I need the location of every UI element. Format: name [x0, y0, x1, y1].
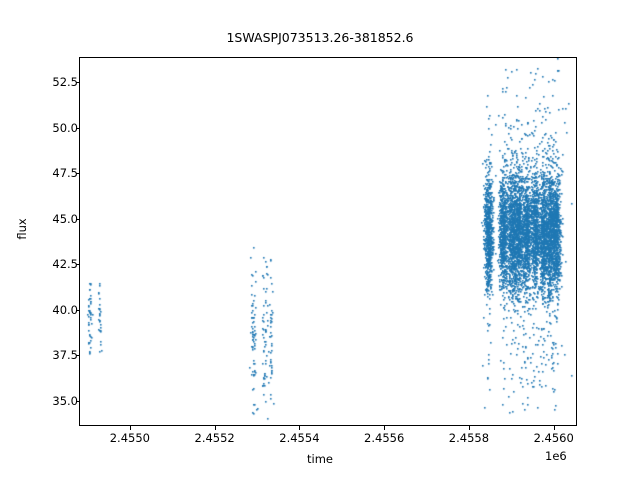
x-tick-label: 2.4558: [448, 431, 490, 445]
y-axis-label: flux: [15, 218, 29, 240]
x-tick-label: 2.4556: [364, 431, 405, 445]
scatter-plot-canvas: [80, 58, 576, 425]
y-tick-mark: [75, 128, 79, 129]
y-tick-mark: [75, 173, 79, 174]
y-tick-mark: [75, 310, 79, 311]
y-tick-mark: [75, 401, 79, 402]
y-tick-label: 45.0: [52, 211, 78, 226]
y-tick-mark: [75, 82, 79, 83]
page-title: 1SWASPJ073513.26-381852.6: [226, 30, 414, 45]
x-tick-mark: [130, 426, 131, 430]
y-tick-label: 37.5: [52, 348, 78, 363]
y-tick-label: 42.5: [52, 257, 78, 272]
x-tick-label: 2.4550: [109, 431, 150, 445]
y-tick-label: 35.0: [52, 393, 78, 408]
x-tick-mark: [384, 426, 385, 430]
x-tick-mark: [299, 426, 300, 430]
y-tick-mark: [75, 264, 79, 265]
y-tick-label: 50.0: [52, 120, 78, 135]
y-tick-label: 47.5: [52, 166, 78, 181]
x-axis-label: time: [307, 452, 333, 466]
x-tick-mark: [469, 426, 470, 430]
x-tick-label: 2.4554: [279, 431, 320, 445]
x-tick-mark: [215, 426, 216, 430]
y-tick-mark: [75, 219, 79, 220]
x-tick-label: 2.4552: [194, 431, 235, 445]
x-tick-mark: [554, 426, 555, 430]
y-tick-label: 40.0: [52, 302, 78, 317]
x-tick-label: 2.4560: [533, 431, 574, 445]
x-axis-offset-label: 1e6: [545, 449, 567, 463]
y-tick-mark: [75, 355, 79, 356]
y-tick-label: 52.5: [52, 75, 78, 90]
